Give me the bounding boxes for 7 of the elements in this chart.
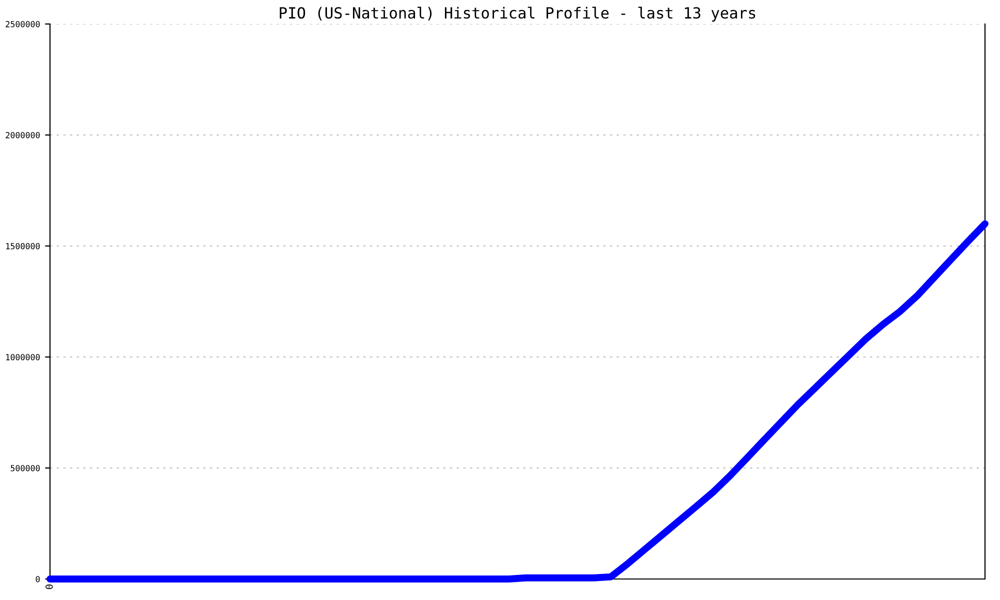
y-tick-label: 1500000 xyxy=(6,243,40,250)
y-tick-label: 1000000 xyxy=(6,354,40,360)
y-tick-label: 500000 xyxy=(10,465,40,472)
y-tick-label: 0 xyxy=(36,576,40,582)
chart-title: PIO (US-National) Historical Profile - last 13 years xyxy=(280,6,756,22)
y-tick-label: 2500000 xyxy=(6,21,40,28)
y-tick-label: 2000000 xyxy=(6,132,40,138)
